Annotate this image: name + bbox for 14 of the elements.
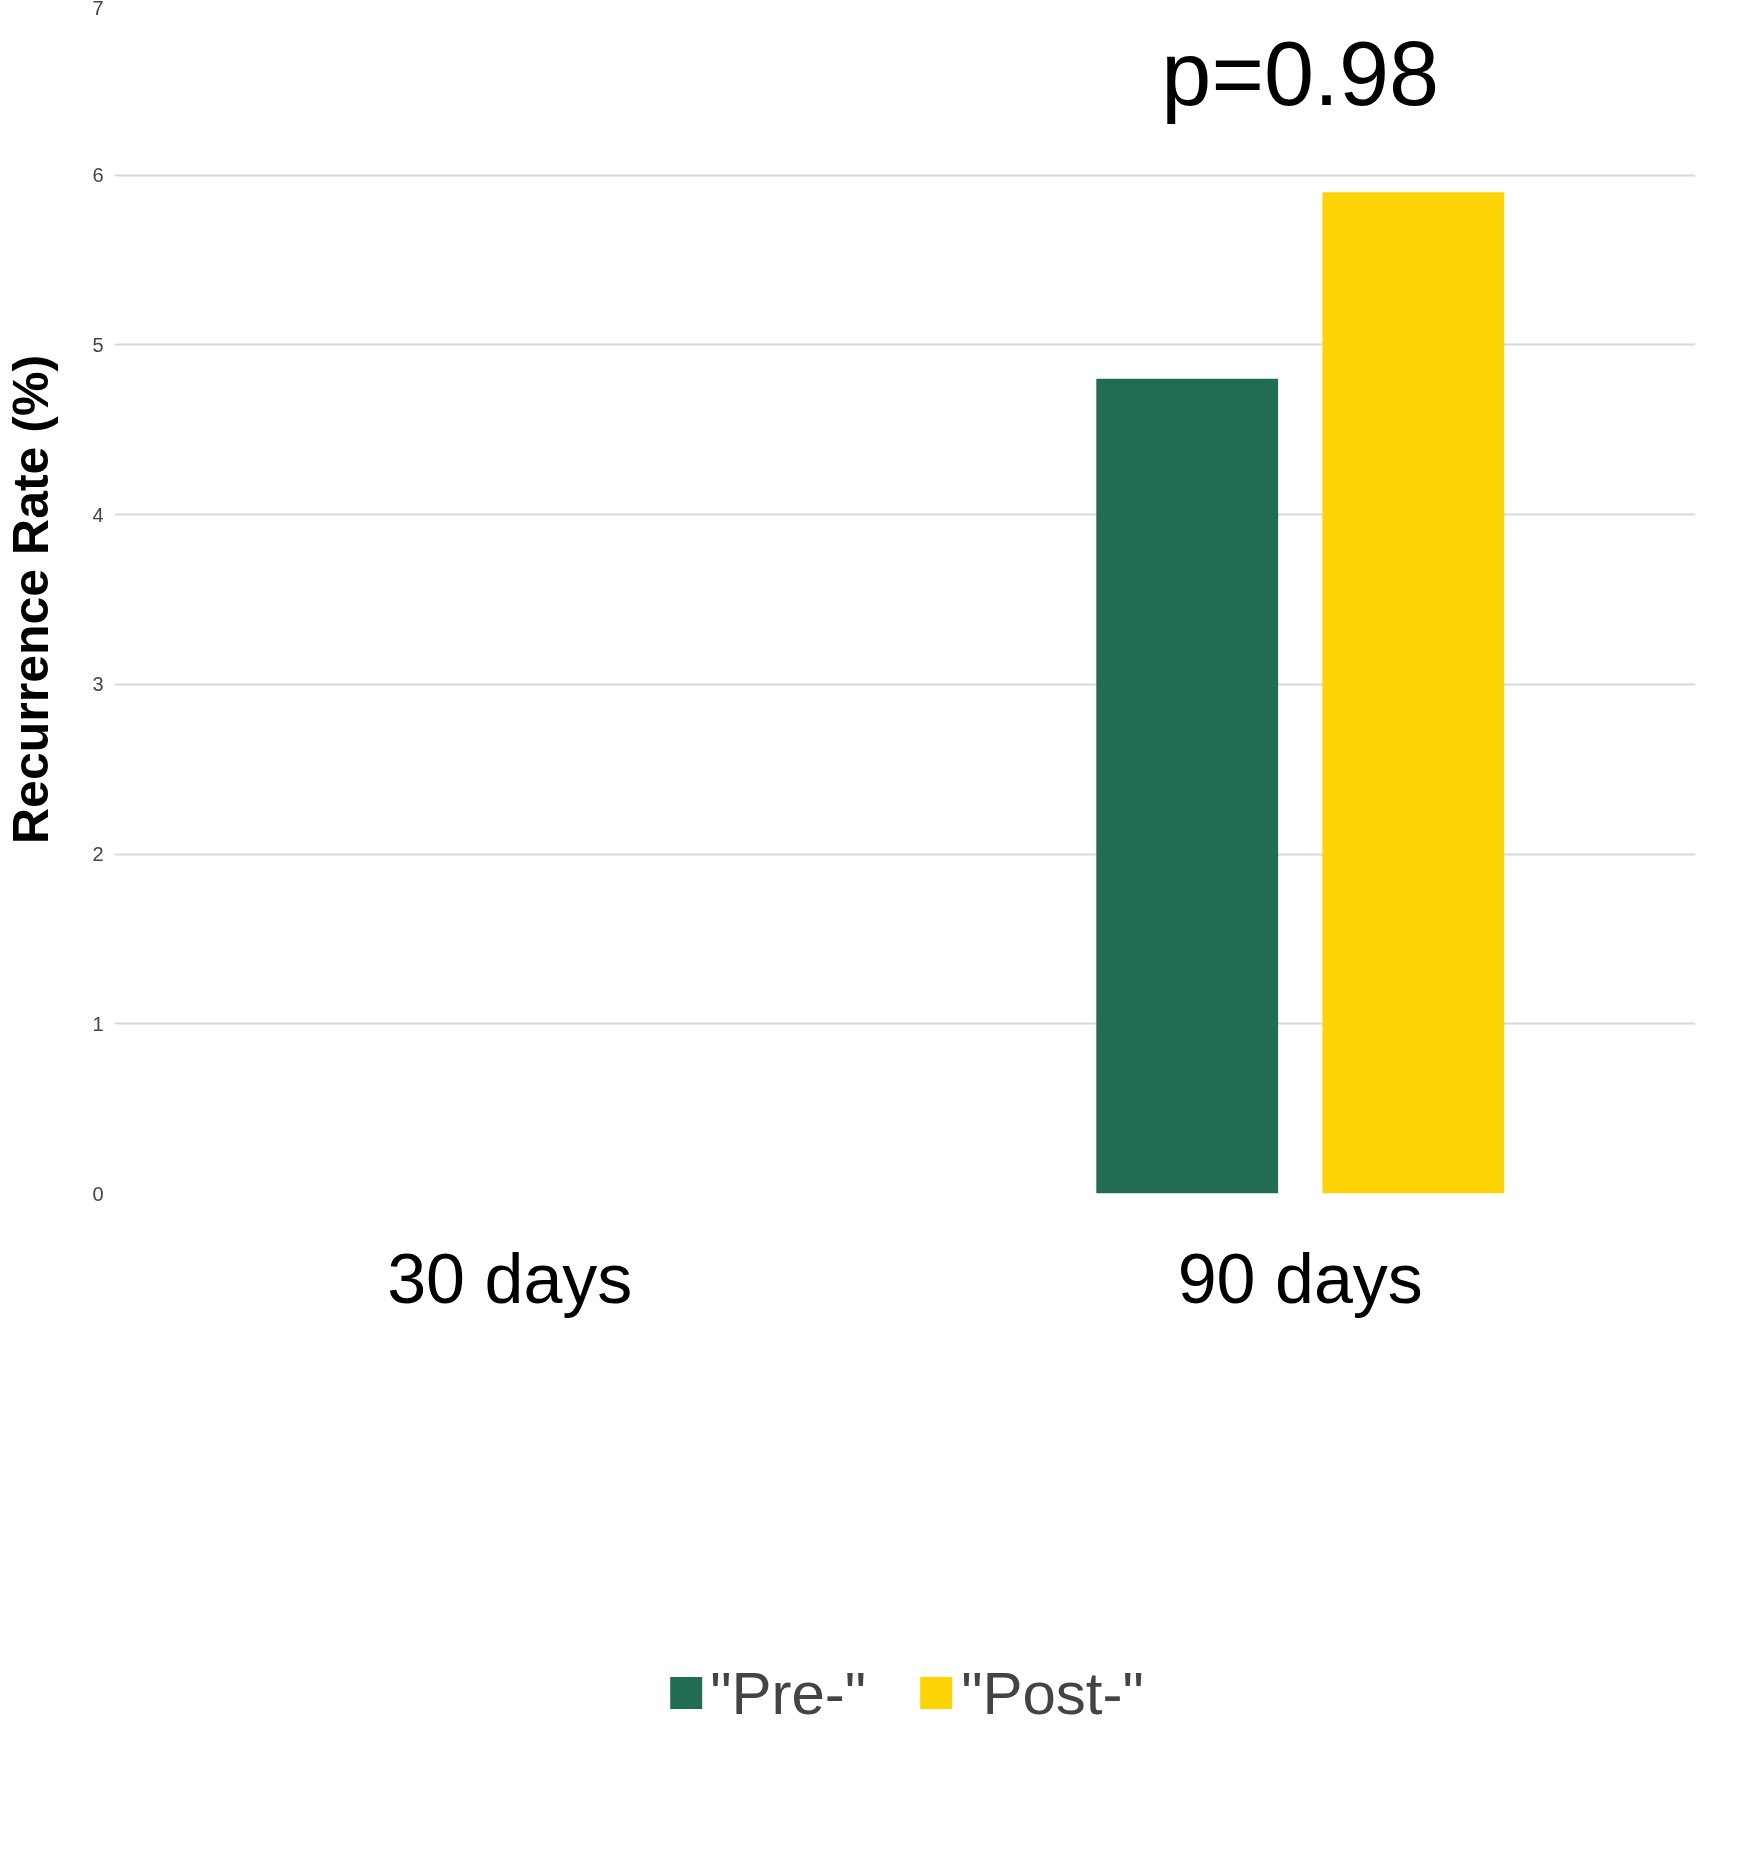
y-axis-title: Recurrence Rate (%) [3,354,60,845]
y-tick-label: 7 [92,0,104,19]
y-tick-label: 2 [92,843,104,866]
y-tick-label: 4 [92,503,104,526]
y-tick-label: 5 [92,333,104,356]
y-tick-label: 3 [92,673,104,696]
legend-label: "Pre-" [710,1658,867,1728]
y-tick-label: 0 [92,1182,104,1205]
x-tick-label: 30 days [387,1239,633,1318]
y-tick-label: 6 [92,164,104,187]
x-tick-label: 90 days [1177,1239,1423,1318]
annotation: p=0.98 [1161,24,1440,125]
y-tick-label: 1 [92,1012,104,1035]
legend-label: "Post-" [961,1658,1144,1728]
